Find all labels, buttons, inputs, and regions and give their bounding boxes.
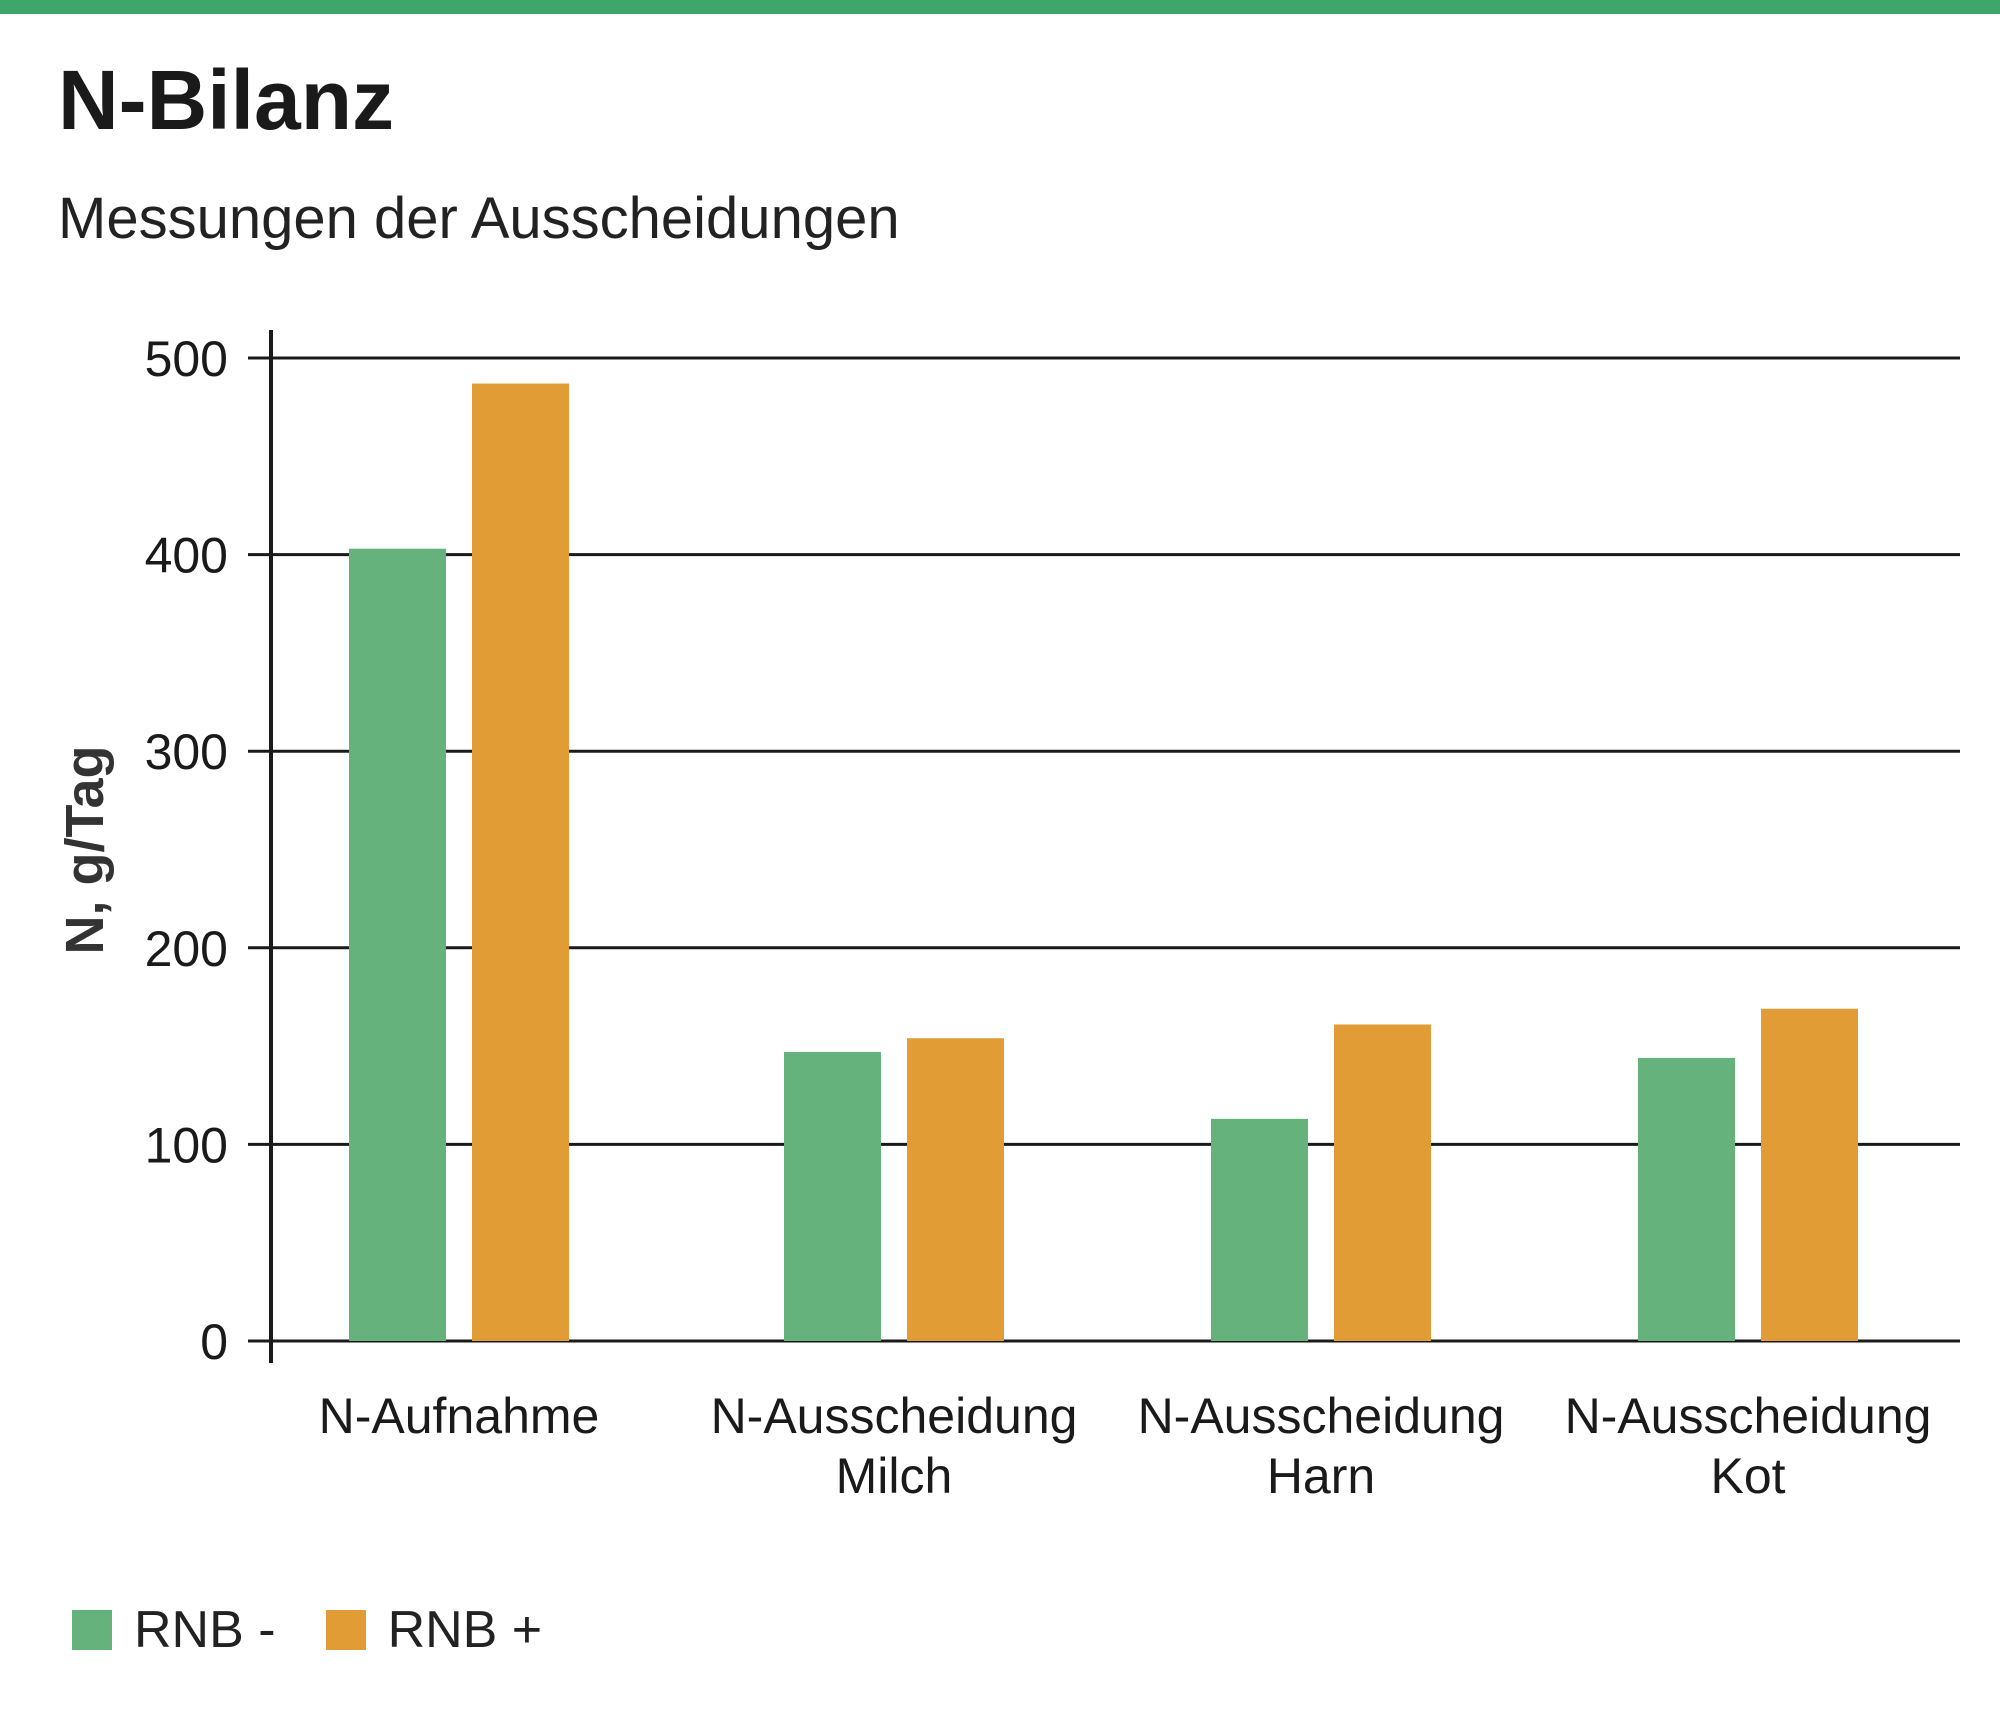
- y-axis-label: N, g/Tag: [55, 746, 115, 955]
- bar-rnb-minus-0: [349, 548, 446, 1341]
- legend-label-rnb-minus: RNB -: [134, 1601, 276, 1659]
- x-tick-label-3-0: N-Ausscheidung: [1565, 1388, 1932, 1444]
- legend-label-rnb-plus: RNB +: [387, 1601, 543, 1659]
- bar-rnb-minus-1: [784, 1051, 881, 1341]
- bar-rnb-plus-3: [1761, 1008, 1858, 1341]
- y-tick-label-500: 500: [145, 331, 228, 387]
- chart-subtitle: Messungen der Ausscheidungen: [58, 186, 900, 251]
- x-tick-label-1-1: Milch: [836, 1448, 953, 1504]
- legend-item-rnb-minus: RNB -: [72, 1600, 276, 1660]
- x-tick-label-2-1: Harn: [1267, 1448, 1375, 1504]
- chart-title: N-Bilanz: [58, 53, 394, 147]
- bar-rnb-minus-3: [1638, 1057, 1735, 1341]
- accent-top-bar: [0, 0, 2000, 14]
- bar-rnb-plus-0: [472, 383, 569, 1342]
- x-tick-label-3-1: Kot: [1710, 1448, 1785, 1504]
- y-tick-label-100: 100: [145, 1117, 228, 1173]
- bar-rnb-plus-1: [907, 1038, 1004, 1341]
- y-tick-label-300: 300: [145, 724, 228, 780]
- y-tick-label-200: 200: [145, 921, 228, 977]
- chart-legend: RNB - RNB +: [72, 1600, 592, 1660]
- legend-swatch-rnb-plus: [325, 1610, 366, 1650]
- bar-rnb-plus-2: [1334, 1024, 1431, 1341]
- x-tick-label-0-0: N-Aufnahme: [319, 1388, 600, 1444]
- x-tick-label-1-0: N-Ausscheidung: [711, 1388, 1078, 1444]
- legend-swatch-rnb-minus: [72, 1610, 112, 1650]
- y-tick-label-0: 0: [200, 1314, 228, 1370]
- x-tick-label-2-0: N-Ausscheidung: [1138, 1388, 1505, 1444]
- bar-rnb-minus-2: [1211, 1118, 1308, 1341]
- bar-chart: 0 100 200 300 400 500 N, g/Tag N-Aufnahme N-Auss…: [55, 330, 1960, 1504]
- legend-item-rnb-plus: RNB +: [325, 1600, 543, 1660]
- y-tick-label-400: 400: [145, 528, 228, 584]
